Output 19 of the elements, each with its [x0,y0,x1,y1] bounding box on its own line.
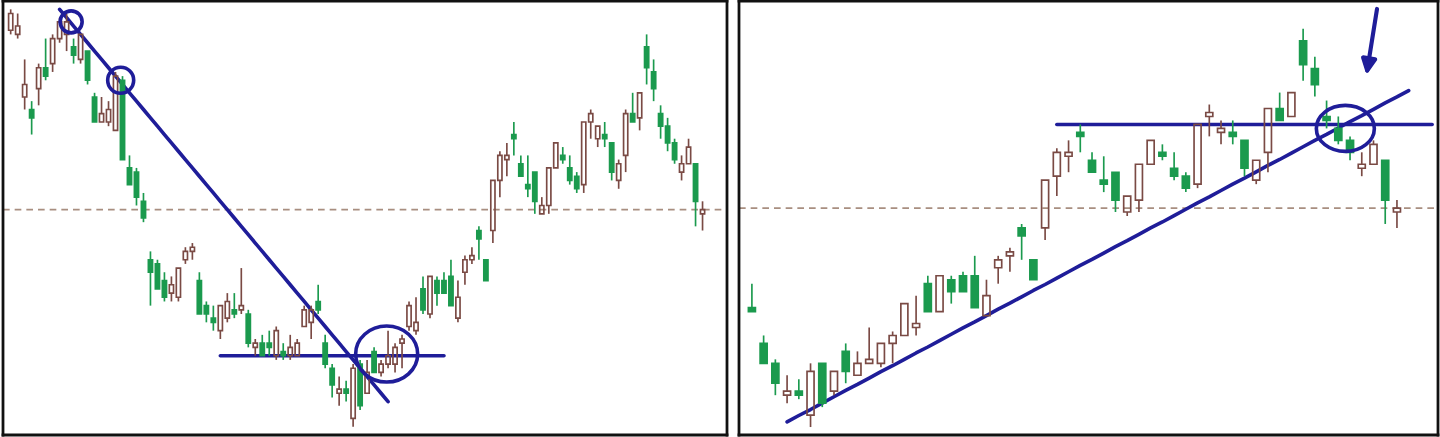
candlestick [559,146,566,165]
candlestick [510,121,517,157]
candlestick [1204,103,1214,138]
candlestick [782,374,792,404]
candlestick [1357,151,1367,178]
candlestick [343,379,350,403]
candlestick [475,225,482,261]
candlestick [1228,119,1238,146]
candlestick [1099,155,1109,193]
candlestick [1075,123,1085,154]
candlestick [1392,199,1402,229]
candlestick [1216,119,1226,146]
candlestick [911,294,921,337]
candlestick [336,375,343,407]
candlestick [1298,28,1308,82]
candlestick [1310,55,1320,98]
candlestick [841,342,851,385]
candlestick [622,108,629,173]
candlestick [601,121,608,148]
